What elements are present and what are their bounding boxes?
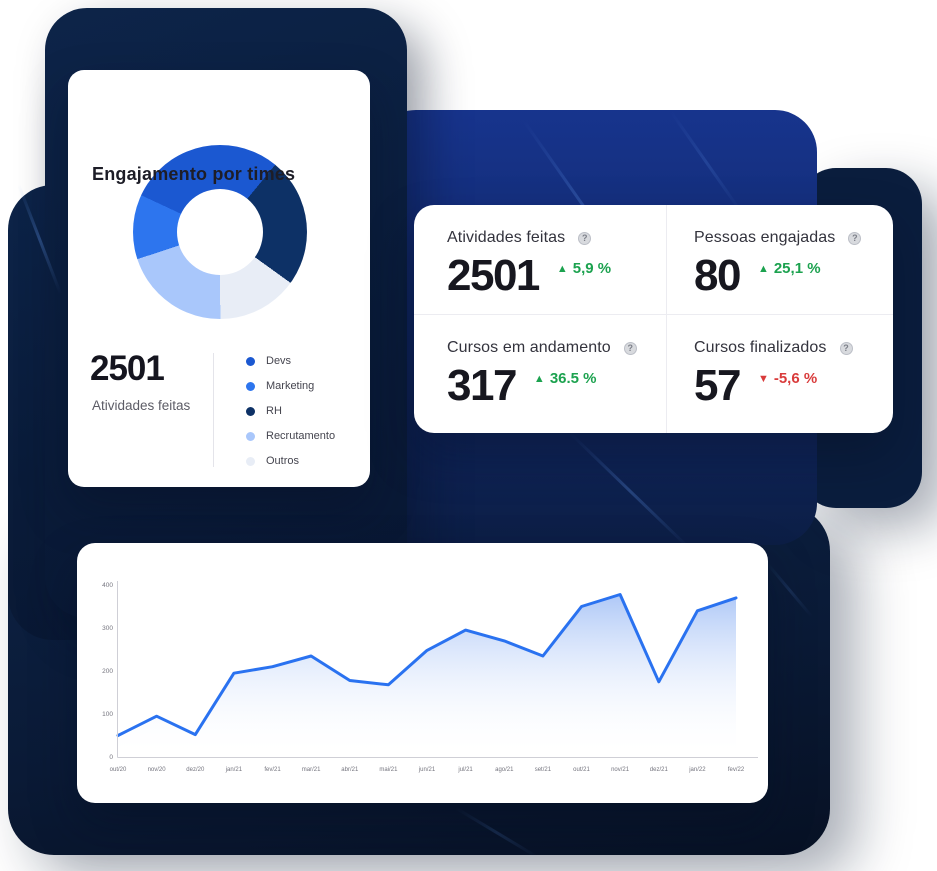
metric-value: 57	[694, 361, 741, 410]
trend-line	[116, 593, 738, 737]
metrics-grid: Atividades feitas? 2501 ▲ 5,9 % Pessoas enga…	[414, 205, 893, 433]
legend-item: RH	[246, 405, 335, 417]
metric-label: Cursos em andamento	[447, 339, 611, 356]
metrics-card: Atividades feitas? 2501 ▲ 5,9 % Pessoas enga…	[414, 205, 893, 433]
y-tick-label: 100	[102, 711, 113, 718]
legend-label: RH	[266, 405, 282, 417]
engagement-by-teams-card: Engajamento por times 2501 Atividades fe…	[68, 70, 370, 487]
metric-delta: ▲ 5,9 %	[557, 260, 611, 277]
arrow-up-icon: ▲	[757, 262, 769, 275]
donut-chart	[133, 145, 307, 319]
legend-dot-icon	[246, 381, 255, 391]
legend-item: Recrutamento	[246, 430, 335, 442]
arrow-up-icon: ▲	[533, 372, 545, 385]
line-chart: 0 100 200 300 400 out/20 nov/20 dez/20 jan/21 fev…	[102, 581, 758, 773]
metric-cell: Cursos em andamento? 317 ▲ 36.5 %	[414, 315, 667, 433]
metric-body: 2501 ▲ 5,9 %	[447, 254, 666, 298]
x-tick-label: out/20	[110, 767, 127, 773]
card-title: Engajamento por times	[92, 164, 296, 184]
legend-item: Outros	[246, 455, 335, 467]
help-icon[interactable]: ?	[623, 341, 637, 355]
metric-header: Pessoas engajadas?	[694, 229, 893, 247]
x-tick-label: jul/21	[457, 767, 473, 773]
x-tick-label: jan/22	[688, 767, 706, 773]
legend-label: Devs	[266, 355, 292, 367]
arrow-down-icon: ▼	[757, 372, 769, 385]
metric-body: 317 ▲ 36.5 %	[447, 364, 666, 408]
legend-item: Marketing	[246, 380, 335, 392]
donut-hole	[177, 189, 263, 275]
metric-delta-text: 36.5 %	[549, 370, 597, 387]
engagement-total-value: 2501	[90, 349, 165, 388]
metric-cell: Atividades feitas? 2501 ▲ 5,9 %	[414, 205, 667, 315]
x-tick-label: ago/21	[495, 767, 514, 773]
legend-dot-icon	[246, 406, 255, 416]
legend-dot-icon	[246, 456, 255, 466]
x-tick-label: fev/22	[728, 767, 745, 773]
divider	[213, 353, 214, 467]
arrow-up-icon: ▲	[556, 262, 568, 275]
metric-body: 80 ▲ 25,1 %	[694, 254, 893, 298]
engagement-total-label: Atividades feitas	[92, 398, 191, 413]
metric-header: Atividades feitas?	[447, 229, 666, 247]
metric-label: Atividades feitas	[447, 229, 566, 246]
area-fill	[118, 594, 736, 757]
metric-body: 57 ▼ -5,6 %	[694, 364, 893, 408]
x-tick-label: dez/21	[650, 767, 669, 773]
y-tick-label: 200	[102, 668, 113, 675]
x-tick-label: jan/21	[225, 767, 243, 773]
x-tick-label: jun/21	[418, 767, 436, 773]
legend-label: Outros	[266, 455, 300, 467]
metric-header: Cursos finalizados?	[694, 339, 893, 357]
x-tick-label: nov/20	[148, 767, 167, 773]
metric-delta: ▼ -5,6 %	[758, 370, 817, 387]
legend-label: Marketing	[266, 380, 315, 392]
x-tick-label: mar/21	[302, 767, 321, 773]
metric-label: Cursos finalizados	[694, 339, 827, 356]
legend-item: Devs	[246, 355, 335, 367]
legend-dot-icon	[246, 431, 255, 441]
metric-cell: Pessoas engajadas? 80 ▲ 25,1 %	[667, 205, 893, 315]
activity-trend-card: 0 100 200 300 400 out/20 nov/20 dez/20 jan/21 fev…	[77, 543, 768, 803]
y-tick-label: 0	[109, 754, 113, 761]
metric-header: Cursos em andamento?	[447, 339, 666, 357]
metric-label: Pessoas engajadas	[694, 229, 836, 246]
donut-legend: Devs Marketing RH Recrutamento Outros	[246, 355, 335, 467]
legend-label: Recrutamento	[266, 430, 336, 442]
metric-delta: ▲ 36.5 %	[534, 370, 597, 387]
legend-dot-icon	[246, 356, 255, 366]
x-tick-label: set/21	[535, 767, 552, 773]
metric-value: 2501	[447, 251, 540, 300]
x-tick-label: abr/21	[341, 767, 359, 773]
x-tick-label: dez/20	[186, 767, 205, 773]
metric-value: 317	[447, 361, 517, 410]
y-tick-label: 400	[102, 582, 113, 589]
metric-delta: ▲ 25,1 %	[758, 260, 821, 277]
x-tick-label: out/21	[573, 767, 590, 773]
help-icon[interactable]: ?	[839, 341, 853, 355]
metric-cell: Cursos finalizados? 57 ▼ -5,6 %	[667, 315, 893, 433]
y-tick-label: 300	[102, 625, 113, 632]
help-icon[interactable]: ?	[848, 231, 862, 245]
metric-delta-text: 5,9 %	[572, 260, 612, 277]
x-tick-label: mai/21	[379, 767, 398, 773]
help-icon[interactable]: ?	[578, 231, 592, 245]
x-tick-label: nov/21	[611, 767, 630, 773]
metric-delta-text: 25,1 %	[773, 260, 821, 277]
metric-value: 80	[694, 251, 741, 300]
x-tick-label: fev/21	[264, 767, 281, 773]
metric-delta-text: -5,6 %	[773, 370, 818, 387]
